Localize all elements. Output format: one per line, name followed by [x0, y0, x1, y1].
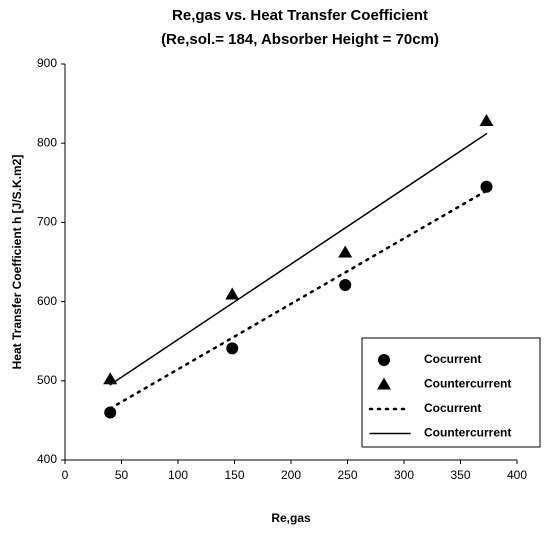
point: [479, 114, 494, 127]
y-tick-label: 700: [37, 215, 57, 229]
trend-line: [108, 189, 488, 410]
y-tick-label: 500: [37, 373, 57, 387]
legend-marker: [377, 377, 391, 390]
point: [226, 342, 239, 355]
legend-label: Countercurrent: [424, 426, 511, 440]
legend-label: Cocurrent: [424, 352, 481, 366]
chart-subtitle: (Re,sol.= 184, Absorber Height = 70cm): [161, 31, 439, 48]
point: [104, 406, 117, 419]
y-axis-label: Heat Transfer Coefficient h [J/S.K.m2]: [10, 155, 24, 370]
chart-title: Re,gas vs. Heat Transfer Coefficient: [172, 7, 428, 24]
legend-label: Countercurrent: [424, 377, 511, 391]
y-tick-label: 900: [37, 56, 57, 70]
legend-box: [361, 337, 541, 448]
y-tick-label: 800: [37, 135, 57, 149]
x-tick-label: 350: [450, 468, 470, 482]
point: [338, 245, 353, 258]
x-axis-label: Re,gas: [271, 511, 311, 525]
x-tick-label: 400: [507, 468, 527, 482]
legend-marker: [378, 354, 390, 366]
y-tick-label: 400: [37, 452, 57, 466]
point: [339, 278, 352, 291]
x-tick-label: 150: [224, 468, 244, 482]
trend-line: [109, 132, 488, 386]
point: [225, 287, 240, 300]
x-tick-label: 250: [337, 468, 357, 482]
x-tick-label: 100: [168, 468, 188, 482]
x-tick-label: 300: [394, 468, 414, 482]
y-tick-label: 600: [37, 294, 57, 308]
point: [480, 180, 493, 193]
x-tick-label: 0: [62, 468, 69, 482]
x-tick-label: 200: [281, 468, 301, 482]
point: [103, 372, 118, 385]
legend-label: Cocurrent: [424, 401, 481, 415]
x-tick-label: 50: [115, 468, 129, 482]
